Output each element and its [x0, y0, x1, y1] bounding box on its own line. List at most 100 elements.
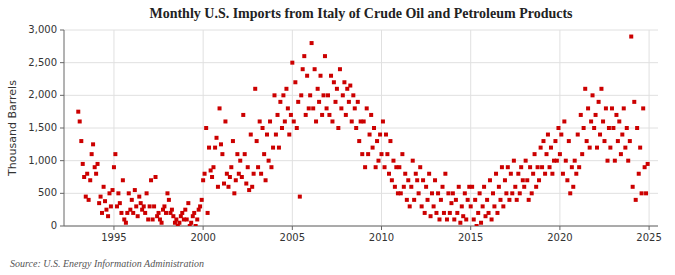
point	[561, 172, 565, 176]
point	[473, 198, 477, 202]
point	[320, 113, 324, 117]
point	[583, 87, 587, 91]
point	[571, 185, 575, 189]
point	[203, 172, 207, 176]
point	[211, 165, 215, 169]
point	[356, 100, 360, 104]
point	[595, 146, 599, 150]
point	[278, 100, 282, 104]
point	[519, 165, 523, 169]
point	[305, 74, 309, 78]
point	[445, 217, 449, 221]
point	[146, 217, 150, 221]
point	[388, 139, 392, 143]
x-tick-label: 2015	[458, 232, 483, 243]
point	[504, 191, 508, 195]
point	[452, 217, 456, 221]
point	[118, 201, 122, 205]
point	[381, 119, 385, 123]
point	[302, 54, 306, 58]
grid-line-y	[64, 160, 658, 161]
grid-line-y	[64, 128, 658, 129]
point	[458, 221, 462, 225]
point	[351, 93, 355, 97]
point	[403, 172, 407, 176]
point	[222, 182, 226, 186]
x-tick	[381, 226, 382, 230]
point	[412, 198, 416, 202]
point	[341, 93, 345, 97]
point	[304, 113, 308, 117]
point	[481, 204, 485, 208]
point	[390, 178, 394, 182]
point	[498, 198, 502, 202]
point	[598, 133, 602, 137]
points	[76, 35, 649, 226]
point	[531, 172, 535, 176]
point	[530, 191, 534, 195]
point	[543, 172, 547, 176]
point	[218, 106, 222, 110]
point	[127, 191, 131, 195]
point	[415, 178, 419, 182]
point	[628, 139, 632, 143]
point	[338, 67, 342, 71]
point	[314, 119, 318, 123]
y-axis-label: Thousand Barrels	[6, 80, 19, 177]
point	[460, 204, 464, 208]
point	[533, 152, 537, 156]
point	[491, 191, 495, 195]
point	[317, 100, 321, 104]
point	[443, 172, 447, 176]
point	[374, 165, 378, 169]
point	[353, 106, 357, 110]
point	[464, 217, 468, 221]
point	[264, 178, 268, 182]
point	[580, 152, 584, 156]
point	[100, 211, 104, 215]
point	[231, 139, 235, 143]
point	[446, 191, 450, 195]
x-tick-label: 2025	[636, 232, 661, 243]
point	[629, 35, 633, 39]
point	[602, 139, 606, 143]
x-tick-label: 2005	[280, 232, 305, 243]
point	[329, 74, 333, 78]
point	[576, 133, 580, 137]
point	[567, 139, 571, 143]
point	[599, 87, 603, 91]
point	[241, 113, 245, 117]
point	[565, 178, 569, 182]
point	[151, 217, 155, 221]
point	[597, 100, 601, 104]
point	[385, 152, 389, 156]
point	[326, 93, 330, 97]
point	[335, 87, 339, 91]
point	[434, 211, 438, 215]
point	[347, 100, 351, 104]
point	[617, 119, 621, 123]
title: Monthly U.S. Imports from Italy of Crude…	[149, 6, 573, 21]
point	[436, 191, 440, 195]
point	[192, 211, 196, 215]
point	[626, 159, 630, 163]
point	[183, 208, 187, 212]
point	[152, 204, 156, 208]
point	[638, 146, 642, 150]
point	[293, 80, 297, 84]
point	[451, 191, 455, 195]
point	[78, 119, 82, 123]
point	[154, 175, 158, 179]
point	[469, 204, 473, 208]
point	[327, 113, 331, 117]
point	[631, 185, 635, 189]
point	[265, 133, 269, 137]
point	[207, 146, 211, 150]
point	[357, 139, 361, 143]
point	[522, 185, 526, 189]
point	[201, 178, 205, 182]
point	[186, 201, 190, 205]
point	[400, 152, 404, 156]
point	[267, 159, 271, 163]
y-tick	[60, 193, 64, 194]
